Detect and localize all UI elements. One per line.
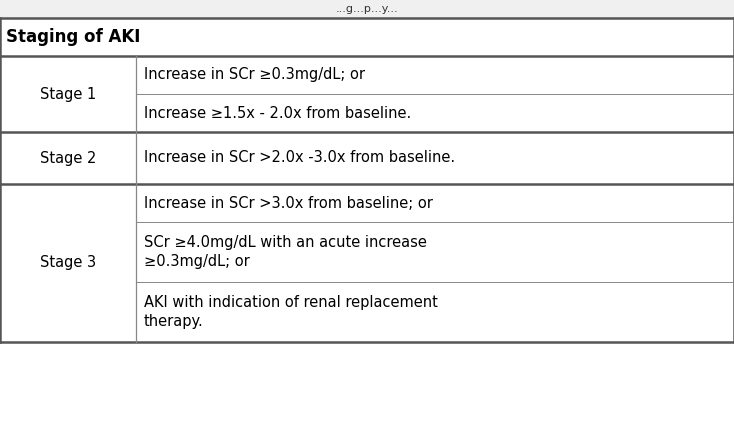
Text: SCr ≥4.0mg/dL with an acute increase
≥0.3mg/dL; or: SCr ≥4.0mg/dL with an acute increase ≥0.…: [144, 235, 426, 269]
Text: Increase in SCr >2.0x -3.0x from baseline.: Increase in SCr >2.0x -3.0x from baselin…: [144, 150, 455, 165]
Text: Stage 1: Stage 1: [40, 86, 96, 102]
Text: Stage 2: Stage 2: [40, 150, 96, 165]
Text: AKI with indication of renal replacement
therapy.: AKI with indication of renal replacement…: [144, 295, 437, 329]
Bar: [0, 0, 734, 18]
Text: Increase ≥1.5x - 2.0x from baseline.: Increase ≥1.5x - 2.0x from baseline.: [144, 105, 411, 121]
Text: Increase in SCr >3.0x from baseline; or: Increase in SCr >3.0x from baseline; or: [144, 196, 432, 210]
Text: ...g...p...y...: ...g...p...y...: [335, 4, 399, 14]
Text: Increase in SCr ≥0.3mg/dL; or: Increase in SCr ≥0.3mg/dL; or: [144, 67, 365, 83]
Text: Stage 3: Stage 3: [40, 255, 96, 270]
Text: Staging of AKI: Staging of AKI: [6, 28, 140, 46]
